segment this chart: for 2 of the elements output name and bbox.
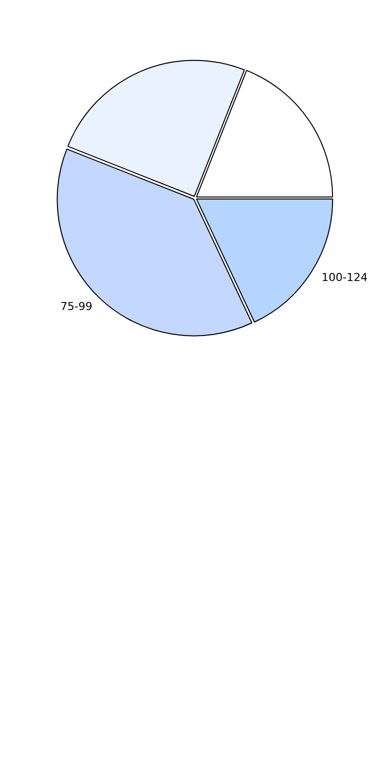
slice-label: 75-99 (60, 300, 92, 314)
slice-label: 100-124 (322, 271, 368, 284)
